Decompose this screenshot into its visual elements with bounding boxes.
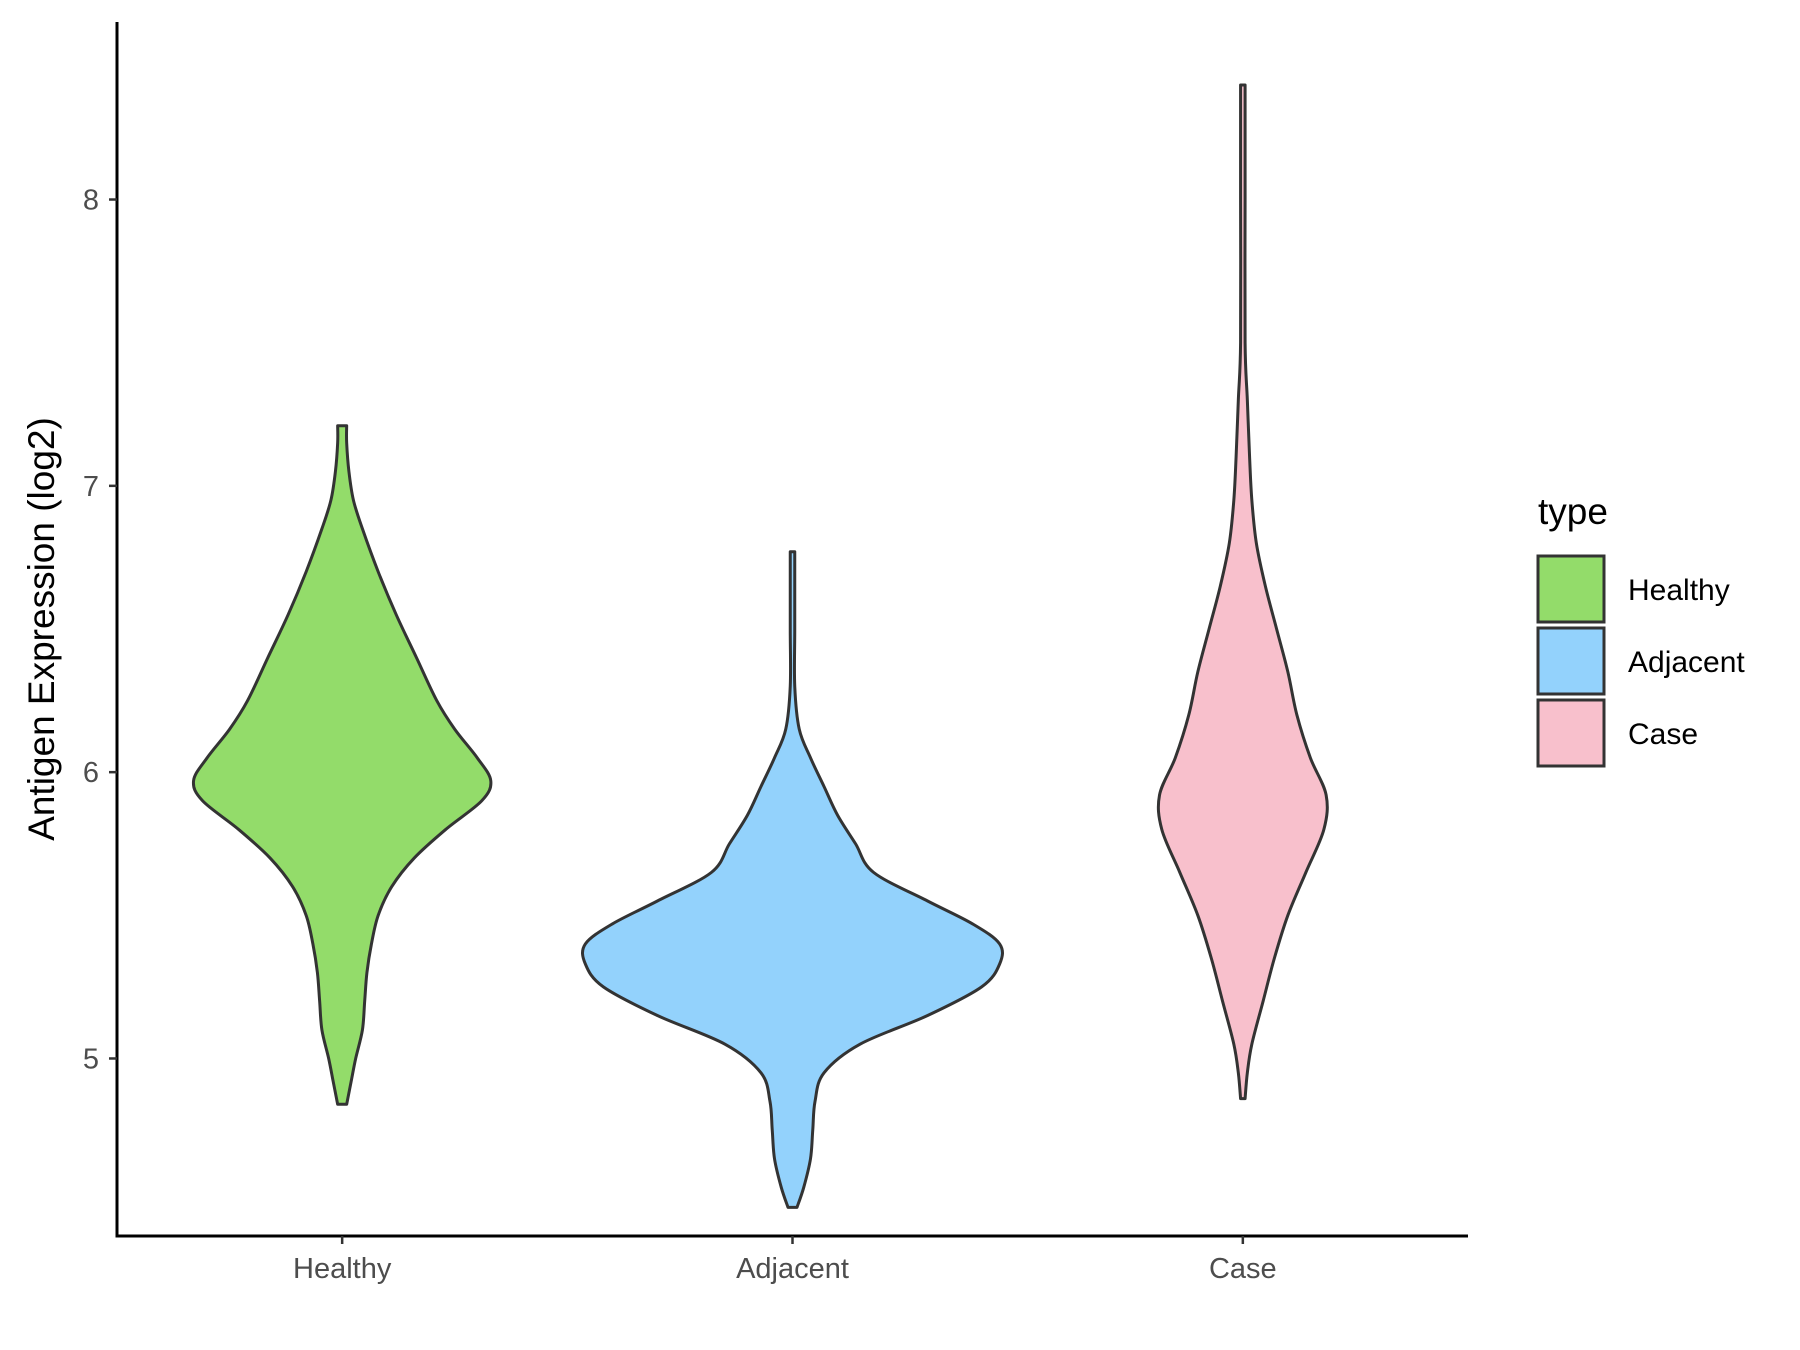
violin-case — [1156, 83, 1329, 1101]
violin-healthy — [191, 424, 493, 1106]
legend-key-case — [1536, 698, 1606, 768]
x-tick-label-adjacent: Adjacent — [736, 1253, 849, 1285]
legend-label-healthy: Healthy — [1628, 574, 1730, 607]
x-tick-label-healthy: Healthy — [293, 1253, 392, 1285]
y-tick-label: 8 — [83, 185, 99, 217]
axes: 5 6 7 8 Healthy Adjacent Case — [83, 22, 1468, 1285]
y-tick-label: 5 — [83, 1043, 99, 1075]
legend: type Healthy Adjacent Case — [1536, 491, 1745, 768]
legend-title: type — [1538, 491, 1608, 532]
x-tick-label-case: Case — [1209, 1253, 1277, 1285]
plot-area — [191, 83, 1329, 1209]
y-tick-label: 6 — [83, 757, 99, 789]
legend-key-adjacent — [1536, 626, 1606, 696]
legend-label-case: Case — [1628, 718, 1698, 751]
violin-adjacent — [581, 550, 1004, 1209]
legend-key-healthy — [1536, 554, 1606, 624]
y-axis-title: Antigen Expression (log2) — [21, 417, 62, 841]
legend-label-adjacent: Adjacent — [1628, 646, 1745, 679]
y-tick-label: 7 — [83, 471, 99, 503]
